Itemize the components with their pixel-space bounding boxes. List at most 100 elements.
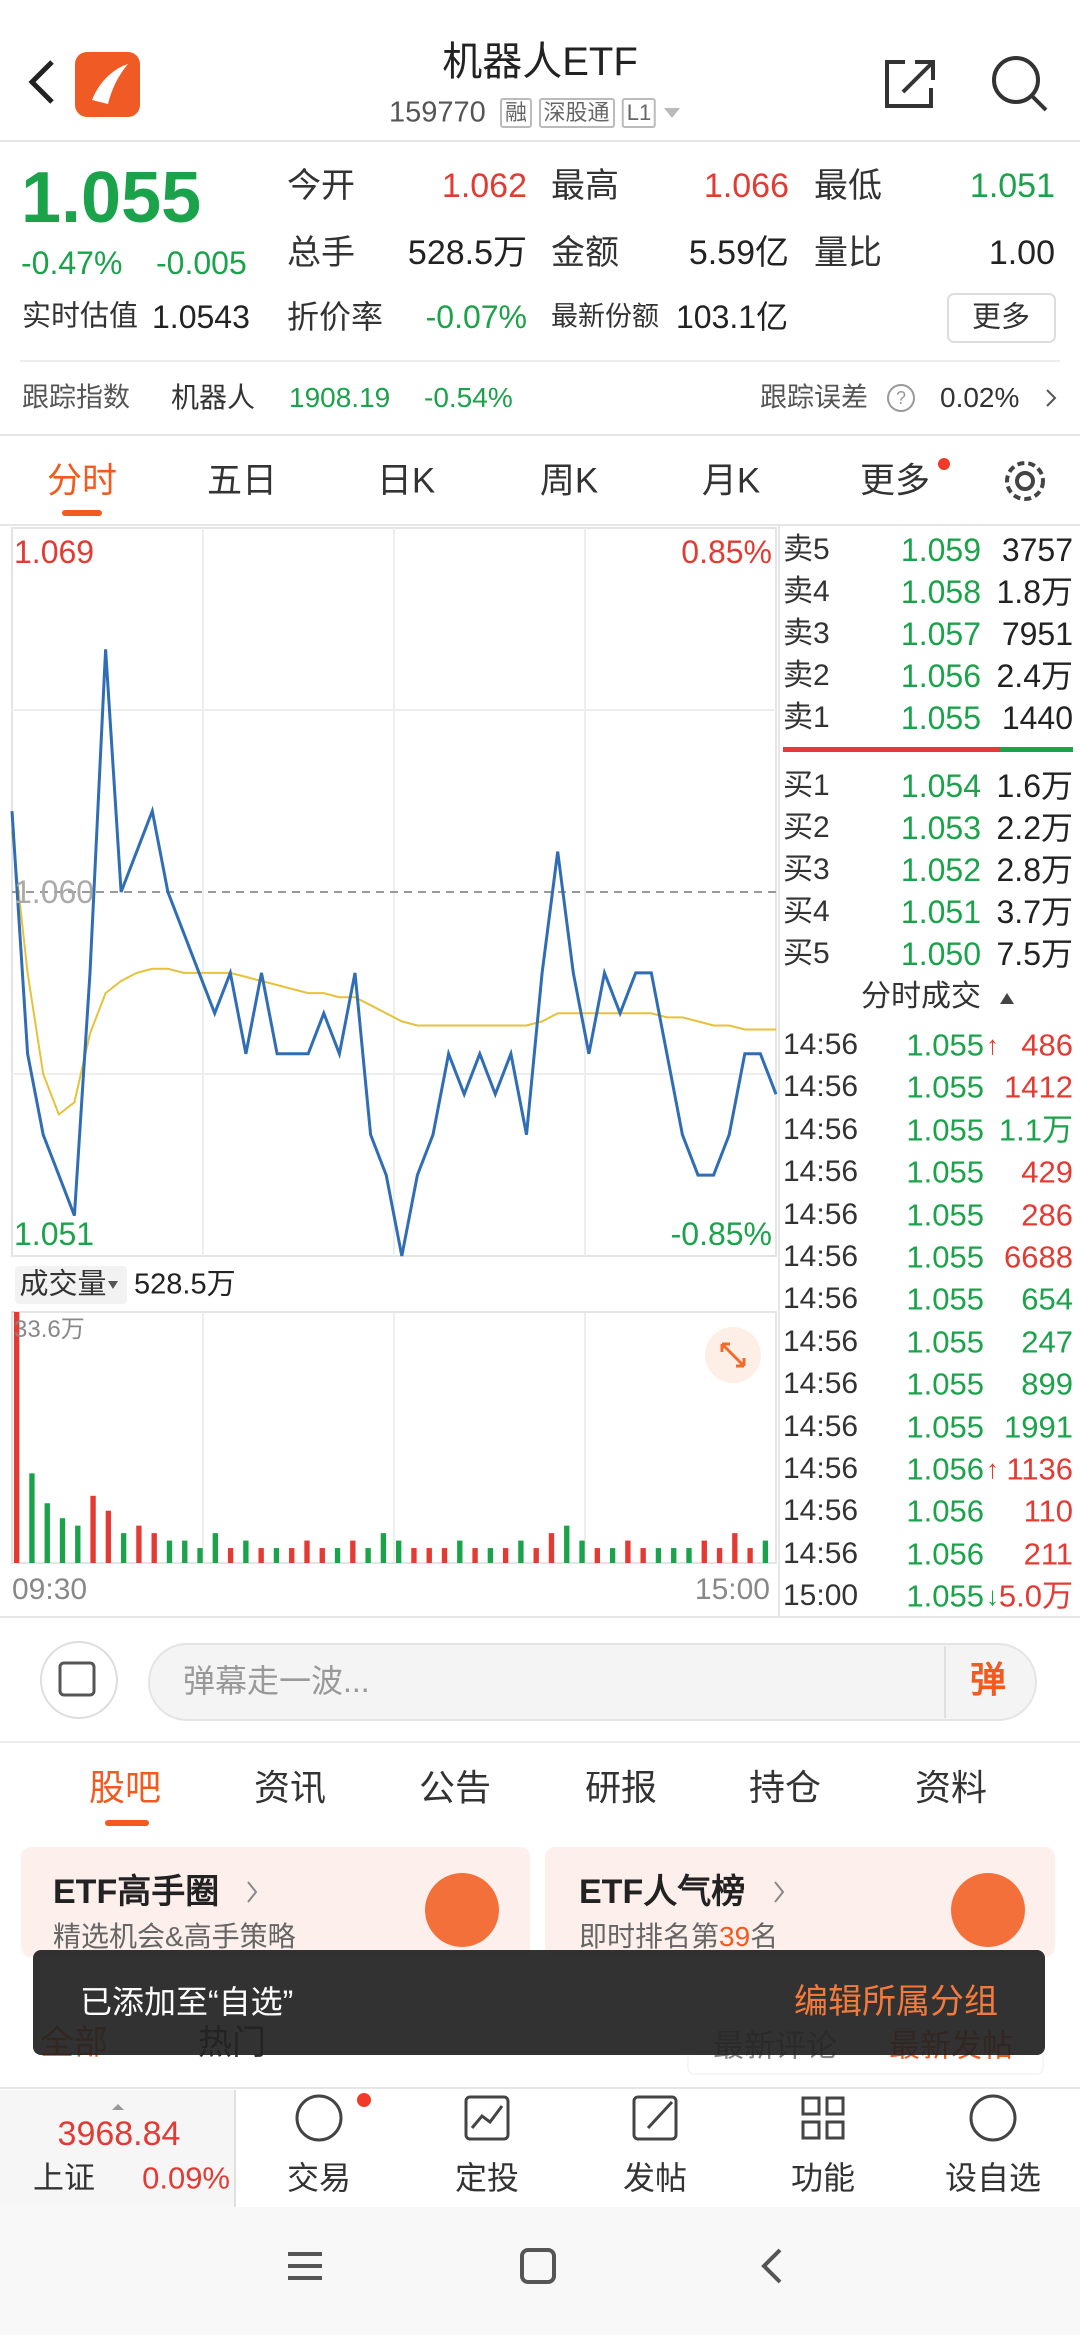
chart-tab[interactable]: 周K (539, 461, 599, 501)
trade-volume: 1412 (1004, 1069, 1073, 1105)
stat-value: 1.066 (703, 167, 789, 205)
trade-volume: 1991 (1004, 1409, 1073, 1445)
share-icon[interactable] (885, 60, 935, 108)
book-price: 1.052 (900, 852, 981, 888)
trade-price: 1.056 (906, 1451, 984, 1487)
trade-price: 1.055 (906, 1281, 984, 1317)
stat-value: -0.07% (425, 299, 527, 335)
system-buttons[interactable] (288, 2248, 782, 2284)
content-tab[interactable]: 资讯 (253, 1767, 327, 1808)
nav-item[interactable]: 发帖 (622, 2160, 688, 2196)
volume-bar (701, 1540, 707, 1563)
nav-item[interactable]: 功能 (790, 2160, 856, 2196)
stat-value: 528.5万 (407, 234, 527, 272)
card[interactable] (545, 1847, 1055, 1957)
volume-title[interactable]: 成交量 (19, 1268, 107, 1301)
book-volume: 7951 (1001, 616, 1073, 652)
stat-label: 今开 (287, 167, 355, 205)
card[interactable] (21, 1847, 530, 1957)
up-mark (112, 2104, 124, 2110)
chart-tab[interactable]: 月K (701, 461, 761, 501)
page-title: 机器人ETF (442, 40, 638, 84)
trade-time: 14:56 (783, 1494, 859, 1528)
search-icon[interactable] (992, 56, 1048, 112)
book-price: 1.051 (900, 894, 981, 930)
y2-tick-label: 0.85% (681, 534, 772, 570)
book-volume: 1.8万 (996, 574, 1074, 610)
book-price: 1.056 (900, 658, 981, 694)
stat-label: 最低 (814, 167, 882, 205)
content-tab[interactable]: 股吧 (88, 1767, 162, 1808)
stat-label: 金额 (551, 234, 619, 272)
trade-time: 15:00 (783, 1579, 859, 1613)
tab-underline (62, 510, 102, 516)
volume-bar (411, 1548, 417, 1563)
nav-item[interactable]: 设自选 (944, 2160, 1042, 2196)
volume-bar (166, 1540, 173, 1563)
trade-volume: 247 (1021, 1324, 1073, 1360)
stat-label: 最新份额 (551, 301, 659, 332)
book-price: 1.053 (900, 810, 981, 846)
chart-tab[interactable]: 更多 (859, 461, 931, 501)
help-icon[interactable] (887, 384, 915, 412)
more-button-label[interactable]: 更多 (971, 301, 1031, 334)
tag: L1 (621, 98, 657, 128)
chart-tab[interactable]: 五日 (206, 461, 278, 501)
danmaku-toggle[interactable] (40, 1641, 118, 1719)
volume-bar (747, 1548, 753, 1563)
content-tab[interactable]: 资料 (914, 1767, 988, 1808)
comment-placeholder[interactable]: 弹幕走一波... (183, 1663, 370, 1699)
volume-selector[interactable] (15, 1266, 127, 1304)
content-tab[interactable]: 公告 (418, 1767, 492, 1808)
book-volume: 7.5万 (996, 936, 1074, 972)
volume-bar (289, 1548, 295, 1563)
trade-price: 1.055 (906, 1112, 984, 1148)
trade-price: 1.055 (906, 1197, 984, 1233)
comment-input[interactable] (148, 1643, 1037, 1721)
trade-flag: ↓ (986, 1581, 999, 1612)
volume-bar (258, 1548, 264, 1563)
toast-action[interactable]: 编辑所属分组 (794, 1983, 998, 2021)
y-tick-label: 33.6万 (14, 1316, 85, 1343)
chart-tab[interactable]: 分时 (46, 461, 118, 501)
volume-bar (105, 1510, 112, 1563)
book-level: 卖3 (783, 617, 830, 650)
trade-price: 1.055 (906, 1239, 984, 1275)
price-line (10, 649, 778, 1257)
trade-time: 14:56 (783, 1197, 859, 1231)
volume-bar (548, 1533, 555, 1563)
volume-bar (350, 1540, 356, 1563)
card-title: ETF人气榜 (579, 1873, 746, 1911)
nav-item[interactable]: 交易 (286, 2160, 352, 2196)
volume-bar (762, 1540, 769, 1563)
stat-label: 折价率 (287, 299, 384, 335)
nav-item[interactable]: 定投 (454, 2160, 520, 2196)
trade-time: 14:56 (783, 1536, 859, 1570)
tab-underline (105, 1820, 149, 1826)
trade-price: 1.056 (906, 1493, 984, 1529)
volume-bar (75, 1525, 81, 1563)
book-volume: 2.4万 (996, 658, 1074, 694)
content-tab[interactable]: 持仓 (748, 1767, 822, 1808)
volume-bar (29, 1473, 35, 1563)
help-icon-mark: ? (896, 388, 906, 408)
book-level: 卖5 (783, 533, 830, 566)
settings-icon[interactable] (1005, 461, 1045, 501)
volume-bar (594, 1548, 600, 1563)
volume-bar (396, 1540, 402, 1563)
chart-tab[interactable]: 日K (376, 461, 436, 501)
danmaku-button[interactable]: 弹 (969, 1659, 1007, 1700)
trade-volume: 6688 (1004, 1239, 1073, 1275)
trade-flag: ↑ (986, 1030, 999, 1060)
volume-bar (227, 1548, 234, 1563)
card-icon (425, 1873, 499, 1947)
book-volume: 2.8万 (996, 852, 1074, 888)
stat-value: 1.0543 (152, 299, 250, 335)
y-tick-label: 1.060 (14, 874, 95, 910)
more-button[interactable] (947, 293, 1056, 343)
back-icon[interactable] (28, 60, 54, 104)
stat-label: 最高 (551, 167, 619, 205)
volume-bar (273, 1548, 280, 1563)
content-tab[interactable]: 研报 (584, 1767, 658, 1808)
